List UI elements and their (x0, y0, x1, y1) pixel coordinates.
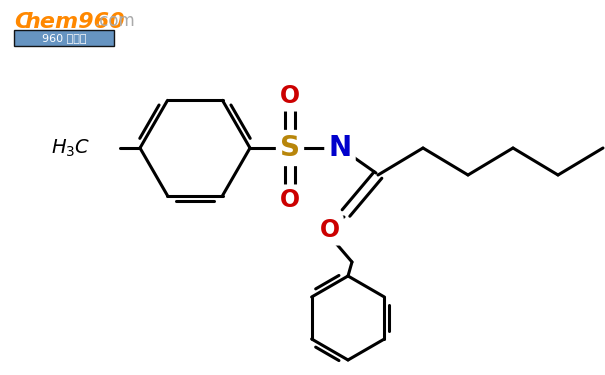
Text: N: N (329, 134, 352, 162)
Text: hem960: hem960 (24, 12, 125, 32)
Text: 960 化工网: 960 化工网 (42, 33, 87, 43)
Text: C: C (14, 12, 30, 32)
FancyBboxPatch shape (14, 30, 114, 46)
Text: O: O (280, 84, 300, 108)
Text: $H_3C$: $H_3C$ (51, 137, 90, 159)
Text: O: O (280, 188, 300, 212)
Text: .com: .com (94, 12, 135, 30)
Text: S: S (280, 134, 300, 162)
Text: O: O (320, 218, 340, 242)
